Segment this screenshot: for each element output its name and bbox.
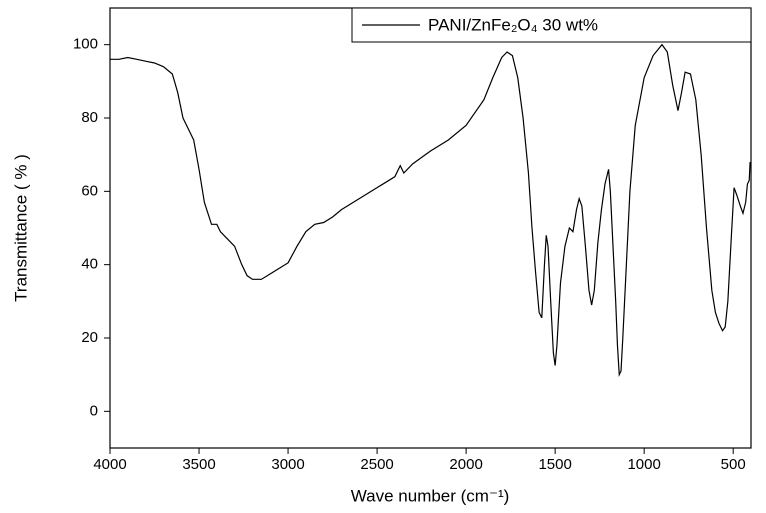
y-tick-label: 40 bbox=[81, 256, 98, 273]
x-tick-label: 3000 bbox=[271, 456, 304, 473]
x-tick-label: 4000 bbox=[93, 456, 126, 473]
x-axis-label: Wave number (cm⁻¹) bbox=[351, 486, 510, 505]
spectrum-line bbox=[110, 43, 751, 377]
x-tick-label: 2500 bbox=[360, 456, 393, 473]
y-tick-label: 60 bbox=[81, 182, 98, 199]
x-tick-label: 1500 bbox=[538, 456, 571, 473]
plot-frame bbox=[109, 7, 752, 449]
y-tick-label: 20 bbox=[81, 329, 98, 346]
y-tick-label: 80 bbox=[81, 109, 98, 126]
x-tick-label: 2000 bbox=[449, 456, 482, 473]
y-axis-label: Transmittance ( % ) bbox=[11, 154, 30, 302]
legend-label: PANI/ZnFe₂O₄ 30 wt% bbox=[428, 15, 598, 34]
x-tick-label: 500 bbox=[721, 456, 746, 473]
x-tick-label: 1000 bbox=[627, 456, 660, 473]
y-tick-label: 0 bbox=[90, 402, 98, 419]
y-tick-label: 100 bbox=[73, 36, 98, 53]
x-tick-label: 3500 bbox=[182, 456, 215, 473]
